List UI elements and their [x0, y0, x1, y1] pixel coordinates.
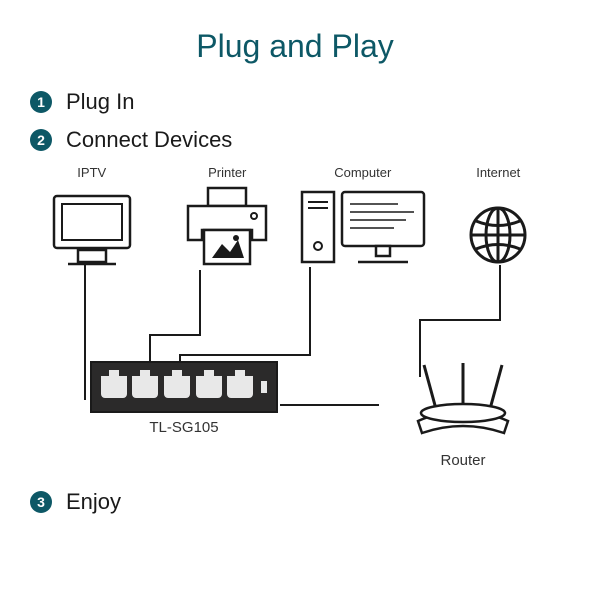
page-title: Plug and Play [0, 0, 590, 65]
step-1-badge: 1 [30, 91, 52, 113]
switch-port-5 [227, 376, 253, 398]
steps-list: 1 Plug In 2 Connect Devices [0, 65, 590, 153]
step-3: 3 Enjoy [30, 489, 560, 515]
router-label: Router [440, 452, 485, 469]
switch-port-2 [132, 376, 158, 398]
switch-led [261, 381, 267, 393]
network-diagram: IPTV Printer [0, 165, 590, 485]
device-iptv: IPTV [32, 165, 152, 266]
printer-icon [182, 186, 272, 266]
switch-device: TL-SG105 [90, 361, 278, 469]
step-1: 1 Plug In [30, 89, 560, 115]
step-2-badge: 2 [30, 129, 52, 151]
bottom-row: TL-SG105 Router [0, 361, 590, 469]
device-printer-label: Printer [208, 165, 246, 180]
device-computer: Computer [303, 165, 423, 266]
router-device: Router [408, 361, 518, 469]
device-internet: Internet [438, 165, 558, 266]
device-printer: Printer [167, 165, 287, 266]
step-3-badge: 3 [30, 491, 52, 513]
switch-port-4 [196, 376, 222, 398]
computer-icon [298, 186, 428, 266]
switch-port-3 [164, 376, 190, 398]
device-internet-label: Internet [476, 165, 520, 180]
step-3-wrap: 3 Enjoy [0, 485, 590, 515]
globe-icon [467, 186, 529, 266]
step-2-label: Connect Devices [66, 127, 232, 153]
switch-body [90, 361, 278, 413]
step-1-label: Plug In [66, 89, 135, 115]
device-computer-label: Computer [334, 165, 391, 180]
device-iptv-label: IPTV [77, 165, 106, 180]
iptv-icon [48, 186, 136, 266]
switch-port-1 [101, 376, 127, 398]
device-row: IPTV Printer [0, 165, 590, 266]
switch-label: TL-SG105 [149, 419, 218, 436]
step-3-label: Enjoy [66, 489, 121, 515]
step-2: 2 Connect Devices [30, 127, 560, 153]
router-icon [408, 361, 518, 446]
